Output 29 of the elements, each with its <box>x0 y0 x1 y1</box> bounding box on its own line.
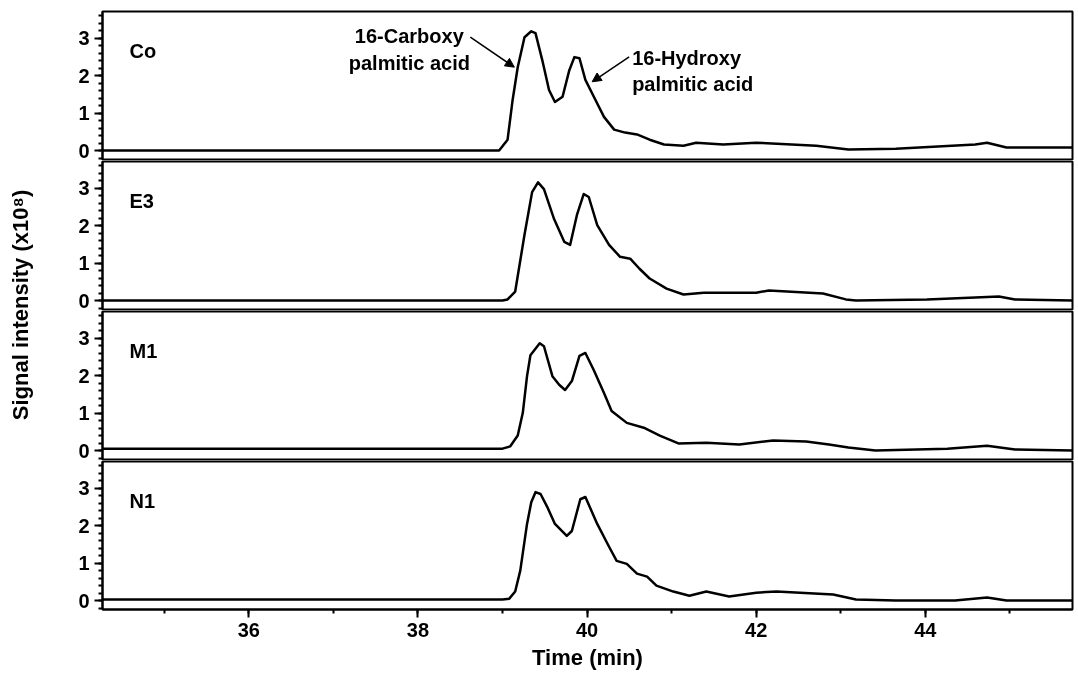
y-tick-label: 1 <box>78 252 90 275</box>
y-tick-label: 3 <box>78 27 90 50</box>
y-tick-label: 3 <box>78 327 90 350</box>
annotation: 16-Hydroxy palmitic acid <box>632 46 754 96</box>
x-tick-label: 40 <box>575 618 599 641</box>
y-tick-label: 2 <box>78 64 90 87</box>
y-tick-label: 0 <box>78 289 90 312</box>
y-tick-label: 0 <box>78 439 90 462</box>
y-tick-label: 2 <box>78 364 90 387</box>
x-tick-label: 38 <box>406 618 430 641</box>
text: E3 <box>129 189 154 212</box>
y-axis-title: Signal intensity (x10⁸) <box>8 189 33 421</box>
y-tick-label: 2 <box>78 214 90 237</box>
y-tick-label: 1 <box>78 102 90 125</box>
y-tick-label: 1 <box>78 552 90 575</box>
text: N1 <box>129 489 156 512</box>
y-tick-label: 0 <box>78 139 90 162</box>
text: Co <box>129 39 157 62</box>
y-tick-label: 2 <box>78 514 90 537</box>
x-tick-label: 42 <box>745 618 768 641</box>
y-tick-label: 3 <box>78 177 90 200</box>
y-tick-label: 0 <box>78 589 90 612</box>
text: M1 <box>129 339 158 362</box>
annotation: 16-Carboxy palmitic acid <box>348 25 470 74</box>
y-tick-label: 3 <box>78 477 90 500</box>
y-tick-label: 1 <box>78 402 90 425</box>
x-tick-label: 44 <box>914 618 938 641</box>
x-axis-title: Time (min) <box>532 644 643 670</box>
x-tick-label: 36 <box>237 618 260 641</box>
